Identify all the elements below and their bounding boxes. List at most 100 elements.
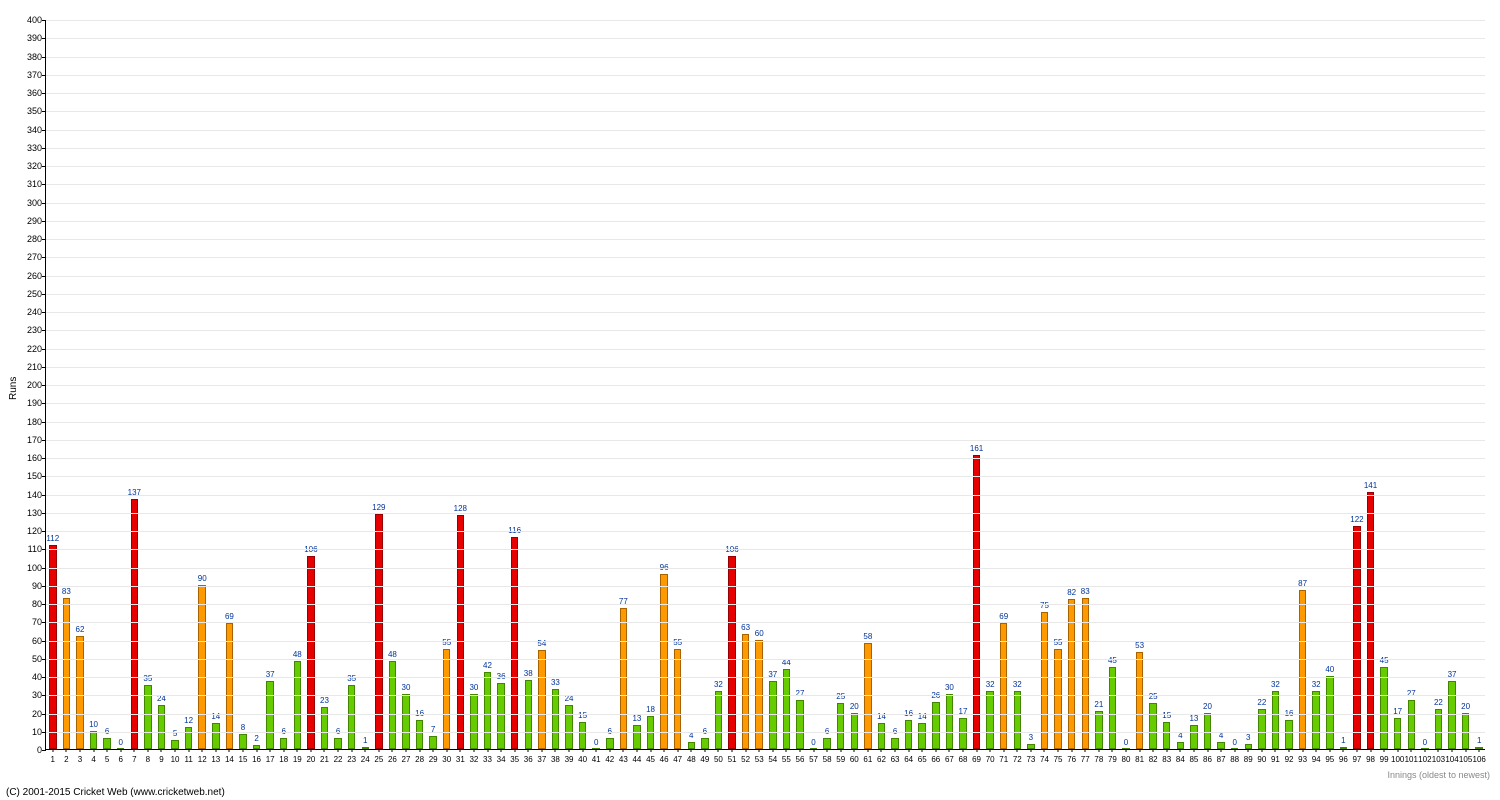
x-tick-mark — [1044, 749, 1045, 752]
gridline — [46, 732, 1485, 733]
x-tick-label: 59 — [836, 753, 845, 764]
x-tick-mark — [446, 749, 447, 752]
gridline — [46, 714, 1485, 715]
y-tick-label: 50 — [14, 654, 42, 664]
bar-rect — [796, 700, 803, 749]
bar-value-label: 1 — [1341, 736, 1345, 745]
x-tick-mark — [1112, 749, 1113, 752]
x-tick-mark — [908, 749, 909, 752]
y-tick-label: 40 — [14, 672, 42, 682]
bar-value-label: 33 — [551, 678, 560, 687]
y-tick-label: 20 — [14, 709, 42, 719]
bar-rect — [1285, 720, 1292, 749]
y-tick-mark — [42, 166, 46, 167]
bar-rect — [266, 681, 273, 749]
gridline — [46, 93, 1485, 94]
bar-value-label: 45 — [1380, 656, 1389, 665]
bar: 83 — [63, 598, 70, 749]
x-tick-mark — [161, 749, 162, 752]
gridline — [46, 367, 1485, 368]
x-tick-label: 41 — [592, 753, 601, 764]
bar-value-label: 0 — [594, 738, 598, 747]
x-tick-mark — [1356, 749, 1357, 752]
y-tick-mark — [42, 184, 46, 185]
bar-value-label: 87 — [1298, 579, 1307, 588]
x-tick-label: 58 — [823, 753, 832, 764]
y-tick-label: 180 — [14, 417, 42, 427]
bar: 37 — [769, 681, 776, 749]
x-tick-mark — [297, 749, 298, 752]
bar-rect — [565, 705, 572, 749]
x-tick-mark — [636, 749, 637, 752]
x-tick-label: 21 — [320, 753, 329, 764]
x-tick-mark — [147, 749, 148, 752]
bar-rect — [307, 556, 314, 749]
bar: 37 — [266, 681, 273, 749]
bar-value-label: 30 — [402, 683, 411, 692]
x-tick-label: 28 — [415, 753, 424, 764]
y-tick-label: 340 — [14, 125, 42, 135]
bar: 6 — [606, 738, 613, 749]
gridline — [46, 203, 1485, 204]
x-tick-label: 14 — [225, 753, 234, 764]
bar-value-label: 129 — [372, 503, 385, 512]
bar: 36 — [497, 683, 504, 749]
x-tick-label: 55 — [782, 753, 791, 764]
bar-value-label: 17 — [959, 707, 968, 716]
bar-value-label: 75 — [1040, 601, 1049, 610]
x-tick-label: 96 — [1339, 753, 1348, 764]
x-tick-mark — [52, 749, 53, 752]
bar-value-label: 141 — [1364, 481, 1377, 490]
y-tick-label: 90 — [14, 581, 42, 591]
bar: 15 — [579, 722, 586, 749]
bar-value-label: 32 — [1013, 680, 1022, 689]
bar-value-label: 23 — [320, 696, 329, 705]
bar: 24 — [565, 705, 572, 749]
x-tick-mark — [378, 749, 379, 752]
x-tick-mark — [1139, 749, 1140, 752]
bar: 14 — [918, 723, 925, 749]
bar-rect — [212, 723, 219, 749]
x-tick-label: 46 — [660, 753, 669, 764]
x-tick-label: 50 — [714, 753, 723, 764]
x-tick-label: 74 — [1040, 753, 1049, 764]
bar-rect — [443, 649, 450, 749]
x-tick-label: 17 — [266, 753, 275, 764]
bar: 83 — [1082, 598, 1089, 749]
bar-value-label: 122 — [1350, 515, 1363, 524]
x-tick-label: 60 — [850, 753, 859, 764]
bar-rect — [701, 738, 708, 749]
x-tick-label: 66 — [931, 753, 940, 764]
y-tick-mark — [42, 750, 46, 751]
bar-rect — [470, 694, 477, 749]
x-tick-label: 29 — [429, 753, 438, 764]
bar-rect — [103, 738, 110, 749]
gridline — [46, 257, 1485, 258]
bar-rect — [1177, 742, 1184, 749]
bar-rect — [959, 718, 966, 749]
bar-value-label: 32 — [714, 680, 723, 689]
bar-rect — [484, 672, 491, 749]
x-tick-label: 33 — [483, 753, 492, 764]
y-tick-mark — [42, 695, 46, 696]
bar-value-label: 37 — [1448, 670, 1457, 679]
bar-rect — [851, 713, 858, 750]
bar: 16 — [416, 720, 423, 749]
gridline — [46, 458, 1485, 459]
x-tick-mark — [473, 749, 474, 752]
bar-rect — [620, 608, 627, 749]
bar: 20 — [851, 713, 858, 750]
bar-value-label: 35 — [347, 674, 356, 683]
y-tick-mark — [42, 38, 46, 39]
bar-rect — [891, 738, 898, 749]
x-tick-mark — [351, 749, 352, 752]
gridline — [46, 385, 1485, 386]
bar-rect — [1163, 722, 1170, 749]
x-tick-mark — [541, 749, 542, 752]
bar-value-label: 60 — [755, 629, 764, 638]
bar: 20 — [1462, 713, 1469, 750]
y-tick-label: 310 — [14, 179, 42, 189]
bar-rect — [1014, 691, 1021, 749]
x-tick-label: 10 — [171, 753, 180, 764]
y-tick-label: 330 — [14, 143, 42, 153]
